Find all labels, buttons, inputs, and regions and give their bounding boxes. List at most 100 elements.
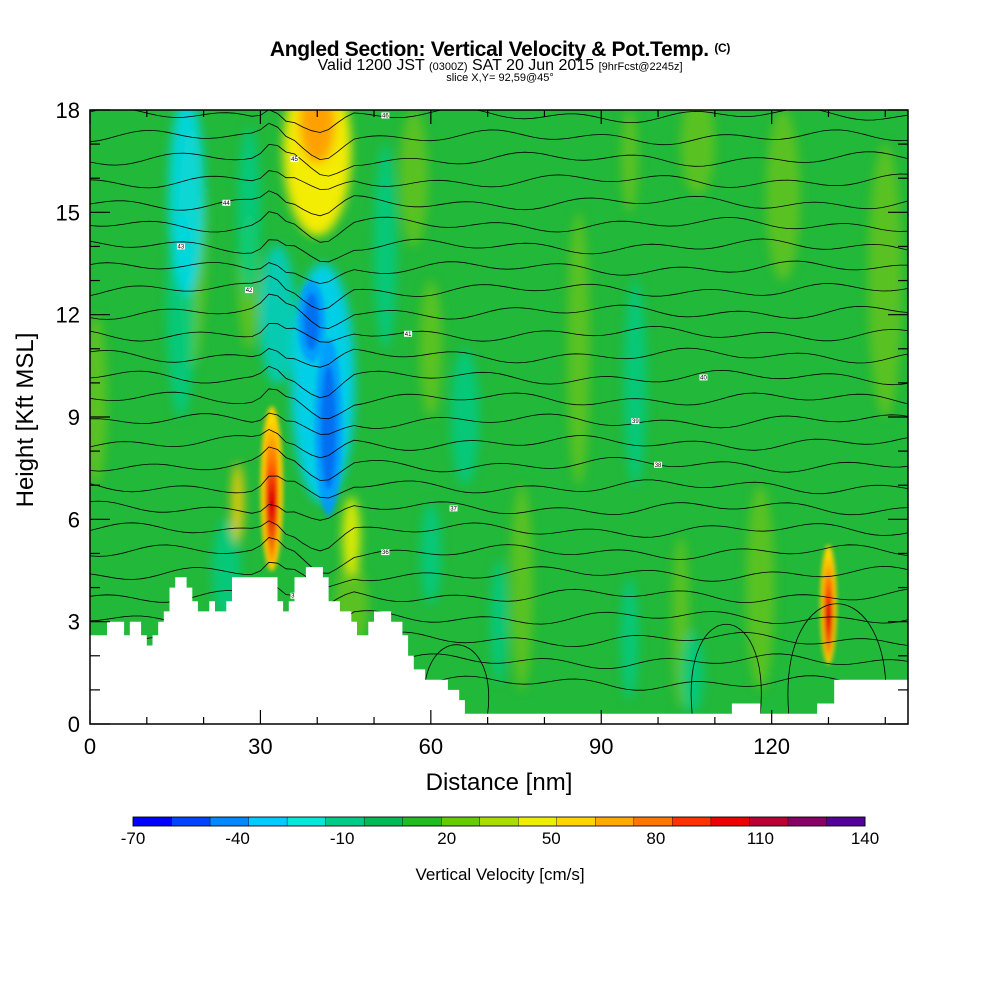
- contour-label: 44: [222, 199, 231, 207]
- terrain-fill: [90, 567, 908, 724]
- theta-contour-line: [90, 475, 908, 499]
- subtitle-utc: (0300Z): [428, 61, 468, 73]
- theta-contour-line: [90, 388, 908, 420]
- theta-contour-line: [90, 412, 908, 435]
- theta-contour-line: [90, 275, 908, 311]
- field-positive-streak: [868, 144, 903, 417]
- colorbar-swatch: [595, 816, 635, 827]
- theta-contour-line: [90, 323, 908, 343]
- downdraft-column: [259, 244, 296, 385]
- x-axis-label: Distance [nm]: [426, 769, 573, 796]
- contour-label-box: [222, 199, 231, 206]
- colorbar-swatch: [672, 816, 712, 827]
- colorbar-swatch: [441, 816, 481, 827]
- y-tick-label: 15: [56, 200, 80, 225]
- updraft-secondary: [231, 462, 244, 543]
- theta-contour-line: [690, 624, 762, 714]
- colorbar-swatch: [518, 816, 558, 827]
- colorbar-swatch: [633, 816, 673, 827]
- y-axis-label: Height [Kft MSL]: [12, 333, 39, 508]
- theta-contour-line: [90, 143, 908, 177]
- contour-label: 38: [654, 461, 663, 469]
- contour-label-box: [381, 549, 390, 556]
- theta-contour-line: [90, 537, 908, 574]
- contour-label-box: [290, 156, 299, 163]
- colorbar-swatch: [710, 816, 750, 827]
- chart-title: Angled Section: Vertical Velocity & Pot.…: [269, 38, 731, 61]
- updraft-secondary: [342, 496, 361, 577]
- field-soft-layer: [90, 110, 903, 714]
- field-positive-streak: [765, 110, 801, 281]
- contour-label: 36: [381, 549, 390, 556]
- colorbar-swatch: [325, 816, 365, 827]
- theta-contour-line: [90, 238, 908, 263]
- field-negative-streak: [237, 127, 261, 298]
- contour-label: 37: [449, 505, 458, 512]
- terrain: [90, 567, 908, 724]
- field-negative-streak: [490, 560, 508, 684]
- theta-contour-line: [90, 170, 908, 190]
- y-tick-label: 18: [56, 98, 80, 123]
- field-negative-streak: [621, 577, 639, 701]
- potential-temperature-contours: 3334353637383940414243444546: [90, 110, 908, 714]
- colorbar-swatch: [479, 816, 519, 827]
- contour-label: 46: [381, 112, 390, 119]
- colorbar-swatch: [556, 816, 596, 827]
- theta-contour-line: [90, 293, 908, 329]
- colorbar-swatch: [787, 816, 827, 827]
- contour-label-text: 37: [450, 506, 457, 512]
- field-positive-streak: [567, 212, 590, 486]
- contour-label-text: 40: [700, 375, 707, 381]
- contour-label-text: 43: [178, 244, 185, 250]
- chart-subtitle: Valid 1200 JST (0300Z) SAT 20 Jun 2015 […: [317, 57, 683, 74]
- colorbar-swatch: [402, 816, 442, 827]
- theta-contour-line: [90, 520, 908, 552]
- colorbar-tick-label: -40: [225, 829, 250, 848]
- colorbar-tick-label: 140: [851, 829, 879, 848]
- field-positive-streak: [680, 110, 715, 196]
- x-tick-label: 60: [419, 734, 443, 759]
- updraft-upper-core: [299, 110, 336, 164]
- theta-contour-line: [90, 211, 908, 243]
- contour-label-text: 38: [655, 463, 662, 469]
- colorbar-swatch: [749, 816, 789, 827]
- contour-label-text: 39: [632, 419, 639, 425]
- colorbar-tick-label: 50: [542, 829, 561, 848]
- subtitle-fcst: [9hrFcst@2245z]: [598, 61, 683, 73]
- updraft-core: [265, 413, 279, 564]
- theta-contour-line: [90, 260, 908, 285]
- contour-label: 39: [631, 418, 640, 425]
- contour-label-box: [176, 243, 185, 250]
- contour-label-box: [404, 330, 413, 337]
- contour-label: 42: [245, 287, 254, 294]
- theta-contour-line: [90, 347, 908, 368]
- contour-label-text: 44: [223, 201, 230, 207]
- contour-label: 43: [176, 243, 185, 250]
- slice-label: slice X,Y= 92,59@45°: [446, 72, 554, 84]
- contour-label-text: 41: [405, 332, 412, 338]
- theta-contour-line: [90, 446, 908, 481]
- theta-contour-line: [90, 365, 908, 399]
- colorbar-swatch: [826, 816, 866, 827]
- colorbar-swatch: [171, 816, 211, 827]
- field-positive-streak: [621, 110, 639, 213]
- theta-contour-line: [90, 561, 908, 588]
- field-positive-streak: [419, 280, 443, 417]
- colorbar-tick-label: 20: [437, 829, 456, 848]
- x-tick-label: 120: [753, 734, 790, 759]
- colorbar-tick-label: 80: [646, 829, 665, 848]
- field-negative-streak: [623, 280, 647, 486]
- contour-label-text: 36: [382, 550, 389, 556]
- y-tick-label: 3: [68, 610, 80, 635]
- contour-label-box: [699, 374, 708, 381]
- field-positive-streak: [399, 110, 428, 247]
- y-tick-label: 12: [56, 303, 80, 328]
- contour-label: 40: [699, 374, 708, 381]
- chart-title-block: Angled Section: Vertical Velocity & Pot.…: [0, 36, 1000, 84]
- colorbar-swatch: [363, 816, 404, 827]
- y-tick-label: 9: [68, 405, 80, 430]
- title-suffix: (C): [714, 41, 731, 55]
- theta-contour-line: [90, 122, 908, 161]
- colorbar-border: [132, 816, 866, 827]
